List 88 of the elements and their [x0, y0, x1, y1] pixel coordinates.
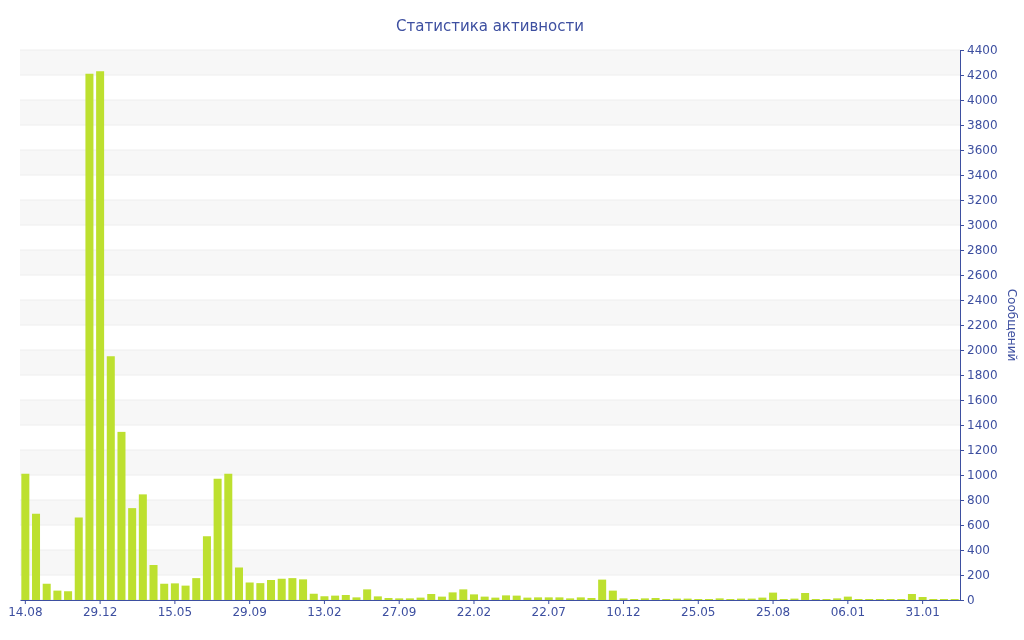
y-tick-label: 2000 — [967, 343, 998, 358]
x-tick-label: 25.08 — [755, 604, 791, 619]
y-tick-label: 400 — [967, 543, 990, 558]
bar — [245, 582, 254, 600]
x-tick-label: 06.01 — [830, 604, 866, 619]
y-tick-label: 4000 — [967, 93, 998, 108]
bar — [128, 508, 137, 600]
bar — [106, 356, 115, 600]
bar — [469, 594, 478, 600]
bar — [213, 478, 222, 600]
chart-title: Статистика активности — [396, 17, 584, 35]
bar — [53, 590, 62, 600]
bar — [373, 596, 382, 600]
y-tick-label: 1000 — [967, 468, 998, 483]
x-tick-label: 27.09 — [382, 604, 417, 619]
x-tick-label: 13.02 — [307, 604, 342, 619]
x-tick-label: 14.08 — [8, 604, 43, 619]
bar — [598, 579, 607, 600]
y-tick-label: 1600 — [967, 393, 998, 408]
y-axis-title: Сообщений — [1005, 288, 1019, 362]
y-tick-label: 3800 — [967, 118, 998, 133]
y-tick-label: 3400 — [967, 168, 998, 183]
y-tick-label: 2200 — [967, 318, 998, 333]
bar — [74, 517, 83, 600]
x-tick-label: 29.12 — [82, 604, 118, 619]
y-tick-label: 2400 — [967, 293, 998, 308]
y-tick-label: 4200 — [967, 68, 998, 83]
y-tick-label: 4400 — [967, 43, 998, 58]
bar — [21, 473, 30, 600]
y-tick-label: 1200 — [967, 443, 998, 458]
bar — [149, 565, 158, 600]
bar — [801, 593, 810, 600]
bar — [170, 583, 179, 600]
bar — [608, 590, 617, 600]
bar — [576, 597, 585, 600]
bar — [544, 597, 553, 600]
bar — [299, 579, 308, 600]
bar — [234, 567, 243, 600]
bar — [277, 578, 286, 600]
y-tick-label: 3200 — [967, 193, 998, 208]
bar — [42, 583, 51, 600]
bar — [331, 595, 340, 600]
bar — [192, 578, 201, 600]
y-tick-label: 800 — [967, 493, 990, 508]
bar — [918, 597, 927, 600]
y-tick-label: 600 — [967, 518, 990, 533]
bar — [459, 589, 468, 600]
bar — [512, 595, 521, 600]
bar — [224, 473, 233, 600]
x-tick-label: 15.05 — [157, 604, 193, 619]
bar — [341, 595, 350, 600]
bar — [256, 583, 265, 600]
y-tick-label: 1400 — [967, 418, 998, 433]
x-tick-label: 25.05 — [681, 604, 716, 619]
bar — [202, 536, 211, 600]
bar — [138, 494, 147, 600]
bar — [309, 593, 318, 600]
y-tick-label: 1800 — [967, 368, 998, 383]
bar — [181, 585, 190, 600]
bar — [363, 589, 372, 600]
bar — [32, 513, 41, 600]
x-tick-label: 10.12 — [606, 604, 641, 619]
bar — [117, 431, 126, 600]
bar — [64, 591, 73, 600]
x-tick-label: 29.09 — [232, 604, 267, 619]
y-tick-label: 3600 — [967, 143, 998, 158]
bar — [427, 594, 436, 600]
bar — [320, 596, 329, 600]
bar — [96, 71, 105, 600]
y-tick-label: 3000 — [967, 218, 998, 233]
bar — [160, 583, 169, 600]
bar — [288, 578, 297, 600]
y-tick-label: 0 — [967, 593, 975, 608]
bar — [267, 580, 276, 600]
x-tick-label: 31.01 — [905, 604, 940, 619]
x-tick-label: 22.07 — [531, 604, 566, 619]
bar — [502, 595, 511, 600]
bar — [448, 592, 457, 600]
bar — [907, 594, 916, 600]
y-tick-label: 2600 — [967, 268, 998, 283]
bar — [555, 597, 564, 600]
x-tick-label: 22.02 — [456, 604, 492, 619]
y-tick-label: 2800 — [967, 243, 998, 258]
bar — [534, 597, 543, 600]
bar — [85, 73, 94, 600]
bar — [769, 592, 778, 600]
bar — [352, 597, 361, 600]
y-tick-label: 200 — [967, 568, 990, 583]
